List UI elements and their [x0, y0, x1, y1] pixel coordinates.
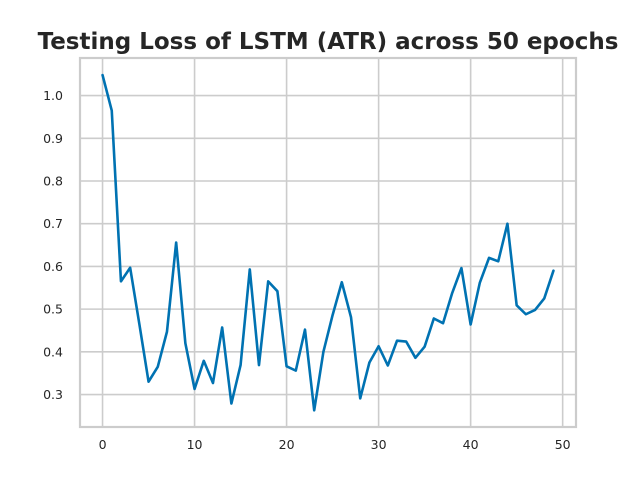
y-tick-label: 0.9	[43, 131, 63, 146]
y-tick-label: 0.3	[43, 387, 63, 402]
x-tick-label: 30	[371, 437, 387, 452]
y-tick-label: 0.7	[43, 216, 63, 231]
plot-frame	[78, 56, 578, 429]
x-tick-label: 50	[555, 437, 571, 452]
y-tick-label: 0.4	[43, 344, 63, 359]
x-tick-label: 0	[99, 437, 107, 452]
grid	[80, 58, 576, 427]
x-tick-label: 10	[187, 437, 203, 452]
x-tick-label: 20	[279, 437, 295, 452]
y-axis-tick-labels: 0.3 0.4 0.5 0.6 0.7 0.8 0.9 1.0	[43, 88, 63, 402]
y-tick-label: 0.8	[43, 174, 63, 189]
chart-title: Testing Loss of LSTM (ATR) across 50 epo…	[38, 29, 619, 55]
y-tick-label: 0.5	[43, 302, 63, 317]
series-layer	[101, 73, 555, 412]
x-axis-tick-labels: 0 10 20 30 40 50	[99, 437, 571, 452]
series-line	[101, 73, 555, 412]
x-tick-label: 40	[463, 437, 479, 452]
y-tick-label: 1.0	[43, 88, 63, 103]
y-tick-label: 0.6	[43, 259, 63, 274]
